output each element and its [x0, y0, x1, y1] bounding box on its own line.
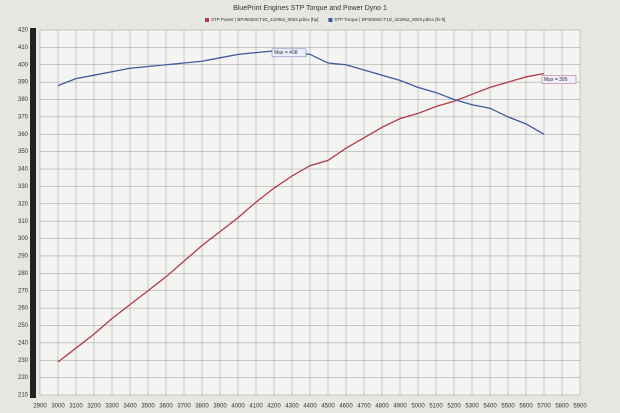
legend-label: STP Power | BP35092CT1D_422962_0003.pdtx… [211, 17, 318, 22]
x-tick-label: 3600 [159, 404, 173, 410]
legend-label: STP Torque | BP35092CT1D_422962_0003.pdt… [334, 17, 445, 22]
x-tick-label: 4700 [357, 404, 371, 410]
y-tick-label: 330 [18, 184, 29, 190]
y-tick-label: 230 [18, 358, 29, 364]
x-tick-label: 4100 [249, 404, 263, 410]
x-tick-label: 3100 [69, 404, 83, 410]
y-tick-label: 410 [18, 45, 29, 51]
x-tick-label: 5900 [573, 404, 587, 410]
y-tick-label: 260 [18, 306, 29, 312]
x-tick-label: 3200 [87, 404, 101, 410]
x-tick-label: 4000 [231, 404, 245, 410]
x-tick-label: 5400 [483, 404, 497, 410]
x-tick-label: 4900 [393, 404, 407, 410]
y-tick-label: 290 [18, 254, 29, 260]
x-tick-label: 5300 [465, 404, 479, 410]
annotation-box [541, 75, 577, 84]
annotation: Max = 395 [544, 77, 568, 83]
x-tick-label: 5600 [519, 404, 533, 410]
y-tick-label: 380 [18, 97, 29, 103]
y-tick-label: 390 [18, 80, 29, 86]
annotation-box [271, 48, 307, 58]
series-line [57, 72, 545, 363]
x-tick-label: 3900 [213, 404, 227, 410]
x-tick-label: 5800 [555, 404, 569, 410]
annotation: Max = 408 [274, 50, 298, 56]
x-tick-label: 4800 [375, 404, 389, 410]
x-tick-label: 3400 [123, 404, 137, 410]
x-tick-label: 4200 [267, 404, 281, 410]
x-tick-label: 5200 [447, 404, 461, 410]
x-tick-label: 4600 [339, 404, 353, 410]
legend-swatch [328, 18, 333, 22]
x-tick-label: 3800 [195, 404, 209, 410]
x-tick-label: 3500 [141, 404, 155, 410]
y-tick-label: 360 [18, 132, 29, 138]
x-tick-label: 2900 [33, 404, 47, 410]
x-tick-label: 3000 [51, 404, 65, 410]
x-tick-label: 3300 [105, 404, 119, 410]
y-tick-label: 420 [18, 28, 29, 34]
side-bar [30, 28, 36, 398]
legend-swatch [205, 18, 209, 22]
y-tick-label: 220 [18, 375, 29, 381]
chart-title: BluePrint Engines STP Torque and Power D… [233, 5, 387, 12]
x-tick-label: 5000 [411, 404, 425, 410]
y-tick-label: 310 [18, 219, 29, 225]
y-tick-label: 270 [18, 288, 29, 294]
y-tick-label: 370 [18, 114, 29, 120]
y-tick-label: 400 [18, 62, 29, 68]
y-tick-label: 340 [18, 167, 29, 173]
y-tick-label: 300 [18, 236, 29, 242]
x-tick-label: 5700 [537, 404, 551, 410]
y-tick-label: 280 [18, 271, 29, 277]
y-tick-label: 350 [18, 149, 29, 155]
x-tick-label: 4400 [303, 404, 317, 410]
x-tick-label: 4300 [285, 404, 299, 410]
y-tick-label: 210 [18, 393, 29, 399]
y-tick-label: 320 [18, 201, 29, 207]
x-tick-label: 4500 [321, 404, 335, 410]
x-tick-label: 5100 [429, 404, 443, 410]
y-tick-label: 250 [18, 323, 29, 329]
x-tick-label: 3700 [177, 404, 191, 410]
y-tick-label: 240 [18, 340, 29, 346]
x-tick-label: 5500 [501, 404, 515, 410]
